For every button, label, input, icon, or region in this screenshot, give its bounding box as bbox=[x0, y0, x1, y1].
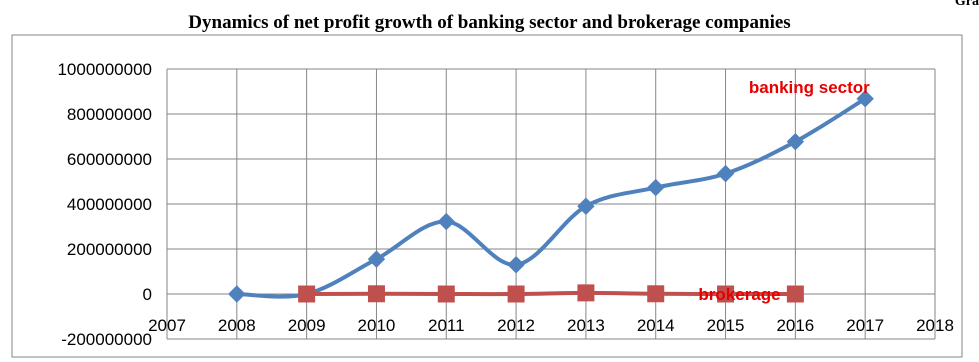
data-point-banking-sector bbox=[577, 197, 595, 215]
x-tick-label: 2014 bbox=[637, 316, 675, 335]
x-tick-label: 2011 bbox=[428, 316, 465, 335]
y-tick-label: 200000000 bbox=[67, 240, 152, 259]
data-point-brokerage bbox=[786, 285, 804, 303]
x-tick-label: 2013 bbox=[567, 316, 605, 335]
x-tick-label: 2007 bbox=[148, 316, 186, 335]
corner-fragment-text: Gra bbox=[954, 0, 979, 9]
data-point-brokerage bbox=[717, 285, 735, 303]
x-tick-label: 2012 bbox=[497, 316, 535, 335]
x-tick-label: 2017 bbox=[846, 316, 884, 335]
x-tick-labels: 2007 2008 2009 2010 2011 2012 2013 2014 2015 2016… bbox=[148, 316, 954, 335]
data-point-banking-sector bbox=[228, 285, 246, 303]
data-point-brokerage bbox=[367, 285, 385, 303]
data-point-brokerage bbox=[298, 285, 316, 303]
y-tick-label: 1000000000 bbox=[57, 60, 152, 79]
annotation-label: banking sector bbox=[749, 78, 870, 97]
data-point-banking-sector bbox=[786, 132, 805, 151]
chart-title: Dynamics of net profit growth of banking… bbox=[188, 12, 791, 33]
y-tick-label: 600000000 bbox=[67, 150, 152, 169]
grid-lines bbox=[166, 68, 936, 340]
x-tick-label: 2015 bbox=[707, 316, 745, 335]
data-point-banking-sector bbox=[437, 212, 455, 231]
y-tick-label: 800000000 bbox=[67, 105, 152, 124]
y-tick-labels: -200000000 0 200000000 400000000 600000000 80… bbox=[57, 60, 152, 349]
y-tick-label: 0 bbox=[143, 285, 152, 304]
x-tick-label: 2009 bbox=[288, 316, 326, 335]
chart-frame bbox=[11, 34, 963, 358]
data-point-banking-sector bbox=[716, 164, 735, 183]
y-tick-label: 400000000 bbox=[67, 195, 152, 214]
annotation-label: brokerage bbox=[698, 285, 780, 304]
data-point-banking-sector bbox=[367, 250, 386, 268]
x-tick-label: 2016 bbox=[776, 316, 814, 335]
x-tick-label: 2010 bbox=[358, 316, 396, 335]
data-point-brokerage bbox=[647, 285, 665, 303]
data-point-brokerage bbox=[437, 285, 455, 303]
data-point-banking-sector bbox=[647, 178, 665, 197]
data-point-brokerage bbox=[577, 284, 595, 302]
series-group bbox=[228, 89, 874, 303]
x-tick-label: 2008 bbox=[218, 316, 256, 335]
series-line-banking-sector bbox=[234, 96, 868, 299]
data-point-banking-sector bbox=[856, 89, 874, 108]
annotation-group: banking sector brokerage bbox=[698, 78, 870, 304]
y-tick-label: -200000000 bbox=[61, 330, 152, 349]
data-point-brokerage bbox=[507, 285, 525, 303]
data-point-banking-sector bbox=[507, 256, 525, 274]
x-tick-label: 2018 bbox=[916, 316, 954, 335]
